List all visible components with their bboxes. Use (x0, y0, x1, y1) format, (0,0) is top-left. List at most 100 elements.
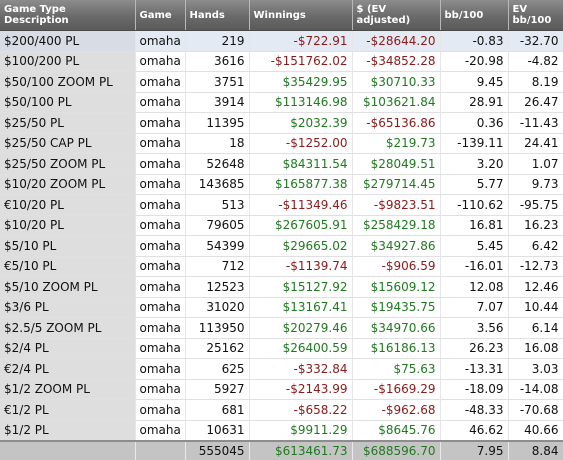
cell-ev-adjusted: $34970.66 (352, 317, 441, 339)
cell-winnings: -$1252.00 (249, 133, 353, 154)
cell-winnings: -$658.22 (249, 399, 353, 421)
cell-hands: 3914 (185, 92, 250, 113)
cell-ev-bb100: 24.41 (508, 133, 563, 154)
cell-ev-adjusted: -$34852.28 (352, 51, 441, 72)
table-row[interactable]: €5/10 PL omaha 712 -$1139.74 -$906.59 -16.01-… (0, 256, 563, 277)
cell-ev-bb100: 40.66 (508, 420, 563, 442)
cell-ev-bb100: 16.08 (508, 338, 563, 359)
table-row[interactable]: $1/2 PL omaha 10631 $9911.29 $8645.76 46.62 40… (0, 420, 563, 442)
cell-game-type: $50/100 PL (0, 92, 136, 113)
cell-winnings: $9911.29 (249, 420, 353, 442)
cell-winnings: $35429.95 (249, 71, 353, 93)
cell-ev-adjusted: $279714.45 (352, 174, 441, 195)
cell-bb100: 5.45 (440, 235, 509, 257)
cell-game-type: $25/50 ZOOM PL (0, 153, 136, 175)
table-row[interactable]: $5/10 ZOOM PL omaha 12523 $15127.92 $15609.1… (0, 276, 563, 298)
column-header-ev-adjusted[interactable]: $ (EV adjusted) (352, 0, 441, 31)
cell-hands: 54399 (185, 235, 250, 257)
cell-winnings: $165877.38 (249, 174, 353, 195)
table-row[interactable]: €10/20 PL omaha 513 -$11349.46 -$9823.51 -110… (0, 194, 563, 216)
total-winnings: $613461.73 (249, 440, 353, 460)
cell-bb100: 5.77 (440, 174, 509, 195)
cell-game-type: $5/10 PL (0, 235, 136, 257)
cell-bb100: -139.11 (440, 133, 509, 154)
cell-game-type: €2/4 PL (0, 358, 136, 380)
table-row[interactable]: $2.5/5 ZOOM PL omaha 113950 $20279.46 $34970… (0, 317, 563, 339)
cell-bb100: -48.33 (440, 399, 509, 421)
table-row[interactable]: $10/20 ZOOM PL omaha 143685 $165877.38 $2797… (0, 174, 563, 195)
total-desc (0, 440, 136, 460)
cell-ev-bb100: 26.47 (508, 92, 563, 113)
cell-bb100: -20.98 (440, 51, 509, 72)
column-header-game-type[interactable]: Game Type Description (0, 0, 136, 31)
cell-hands: 10631 (185, 420, 250, 442)
cell-game-type: $3/6 PL (0, 297, 136, 318)
cell-game: omaha (135, 358, 186, 380)
cell-game-type: $2.5/5 ZOOM PL (0, 317, 136, 339)
cell-ev-bb100: -70.68 (508, 399, 563, 421)
table-row[interactable]: $10/20 PL omaha 79605 $267605.91 $258429.18 1… (0, 215, 563, 236)
cell-ev-bb100: -12.73 (508, 256, 563, 277)
cell-hands: 219 (185, 30, 250, 52)
cell-ev-bb100: -4.82 (508, 51, 563, 72)
totals-row: 555045 $613461.73 $688596.70 7.95 8.84 (0, 440, 563, 460)
column-header-ev-bb100[interactable]: EV bb/100 (508, 0, 563, 31)
cell-ev-adjusted: $75.63 (352, 358, 441, 380)
cell-winnings: $26400.59 (249, 338, 353, 359)
cell-ev-adjusted: $34927.86 (352, 235, 441, 257)
cell-game-type: $100/200 PL (0, 51, 136, 72)
cell-ev-adjusted: $16186.13 (352, 338, 441, 359)
cell-game-type: €1/2 PL (0, 399, 136, 421)
cell-game: omaha (135, 235, 186, 257)
cell-hands: 625 (185, 358, 250, 380)
cell-hands: 681 (185, 399, 250, 421)
table-row[interactable]: $2/4 PL omaha 25162 $26400.59 $16186.13 26.23… (0, 338, 563, 359)
cell-hands: 52648 (185, 153, 250, 175)
cell-hands: 113950 (185, 317, 250, 339)
cell-ev-adjusted: $8645.76 (352, 420, 441, 442)
cell-bb100: -16.01 (440, 256, 509, 277)
column-header-game[interactable]: Game (135, 0, 186, 31)
cell-ev-bb100: 9.73 (508, 174, 563, 195)
table-row[interactable]: $1/2 ZOOM PL omaha 5927 -$2143.99 -$1669.29-… (0, 379, 563, 400)
cell-ev-adjusted: $15609.12 (352, 276, 441, 298)
table-row[interactable]: €2/4 PL omaha 625 -$332.84 $75.63 -13.31 3.03 (0, 358, 563, 380)
table-row[interactable]: $3/6 PL omaha 31020 $13167.41 $19435.75 7.07 1… (0, 297, 563, 318)
cell-bb100: 9.45 (440, 71, 509, 93)
cell-ev-bb100: 10.44 (508, 297, 563, 318)
column-header-bb100[interactable]: bb/100 (440, 0, 509, 31)
table-row[interactable]: $50/100 PL omaha 3914 $113146.98 $103621.84 2… (0, 92, 563, 113)
cell-ev-adjusted: $28049.51 (352, 153, 441, 175)
cell-game: omaha (135, 276, 186, 298)
cell-game: omaha (135, 420, 186, 442)
table-row[interactable]: $25/50 CAP PL omaha 18 -$1252.00 $219.73 -139… (0, 133, 563, 154)
cell-winnings: $84311.54 (249, 153, 353, 175)
cell-hands: 5927 (185, 379, 250, 400)
cell-game-type: $1/2 ZOOM PL (0, 379, 136, 400)
table-row[interactable]: $25/50 PL omaha 11395 $2032.39 -$65136.86 0.3… (0, 112, 563, 134)
cell-winnings: $13167.41 (249, 297, 353, 318)
table-row[interactable]: $100/200 PL omaha 3616 -$151762.02 -$34852.2… (0, 51, 563, 72)
table-row[interactable]: $200/400 PL omaha 219 -$722.91 -$28644.20 -0.… (0, 30, 563, 52)
cell-game-type: $50/100 ZOOM PL (0, 71, 136, 93)
cell-game: omaha (135, 92, 186, 113)
table-row[interactable]: $25/50 ZOOM PL omaha 52648 $84311.54 $28049.… (0, 153, 563, 175)
cell-game: omaha (135, 194, 186, 216)
cell-game: omaha (135, 71, 186, 93)
table-row[interactable]: €1/2 PL omaha 681 -$658.22 -$962.68 -48.33 -70… (0, 399, 563, 421)
cell-winnings: $113146.98 (249, 92, 353, 113)
cell-ev-bb100: -32.70 (508, 30, 563, 52)
total-ev-bb100: 8.84 (508, 440, 563, 460)
cell-game: omaha (135, 297, 186, 318)
cell-game-type: $10/20 PL (0, 215, 136, 236)
cell-winnings: -$151762.02 (249, 51, 353, 72)
cell-ev-adjusted: -$1669.29 (352, 379, 441, 400)
column-header-winnings[interactable]: Winnings (249, 0, 353, 31)
table-row[interactable]: $5/10 PL omaha 54399 $29665.02 $34927.86 5.45… (0, 235, 563, 257)
cell-bb100: 7.07 (440, 297, 509, 318)
table-row[interactable]: $50/100 ZOOM PL omaha 3751 $35429.95 $30710.… (0, 71, 563, 93)
column-header-hands[interactable]: Hands (185, 0, 250, 31)
cell-ev-adjusted: $30710.33 (352, 71, 441, 93)
cell-ev-adjusted: -$906.59 (352, 256, 441, 277)
cell-game: omaha (135, 317, 186, 339)
